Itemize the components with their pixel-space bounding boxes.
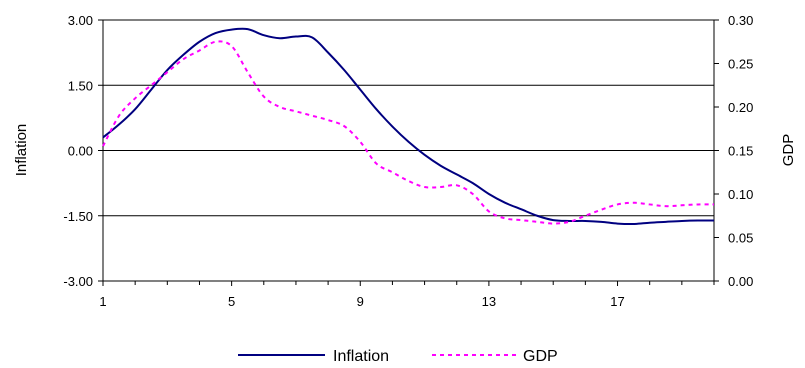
y-left-tick-label-4: -3.00 <box>63 274 93 289</box>
gridlines <box>103 19 714 217</box>
y-right-tick-label-6: 0.00 <box>728 274 753 289</box>
axes <box>98 19 719 286</box>
y-right-tick-label-2: 0.20 <box>728 100 753 115</box>
x-tick-label-2: 9 <box>357 294 364 309</box>
series-line-gdp <box>102 40 715 225</box>
series-layer <box>102 27 715 226</box>
y-right-tick-label-3: 0.15 <box>728 144 753 159</box>
y-right-tick-label-1: 0.25 <box>728 57 753 72</box>
y-axis-left-label: Inflation <box>13 124 30 177</box>
x-tick-label-3: 13 <box>482 294 496 309</box>
legend-gdp-label: GDP <box>523 348 558 365</box>
x-tick-label-0: 1 <box>99 294 106 309</box>
y-left-tick-label-3: -1.50 <box>63 209 93 224</box>
series-line-inflation <box>102 27 715 226</box>
x-tick-label-1: 5 <box>228 294 235 309</box>
y-left-tick-label-1: 1.50 <box>68 78 93 93</box>
legend: Inflation GDP <box>238 348 558 365</box>
y-left-tick-label-0: 3.00 <box>68 13 93 28</box>
y-left-tick-label-2: 0.00 <box>68 144 93 159</box>
tick-labels: 3.00 1.50 0.00 -1.50 -3.00 0.30 0.25 0.20 0.15 0.… <box>63 13 753 309</box>
x-tick-label-4: 17 <box>610 294 624 309</box>
legend-inflation-label: Inflation <box>333 348 389 365</box>
y-right-tick-label-5: 0.05 <box>728 231 753 246</box>
y-right-tick-label-0: 0.30 <box>728 13 753 28</box>
y-axis-right-label: GDP <box>780 134 797 167</box>
y-right-tick-label-4: 0.10 <box>728 187 753 202</box>
